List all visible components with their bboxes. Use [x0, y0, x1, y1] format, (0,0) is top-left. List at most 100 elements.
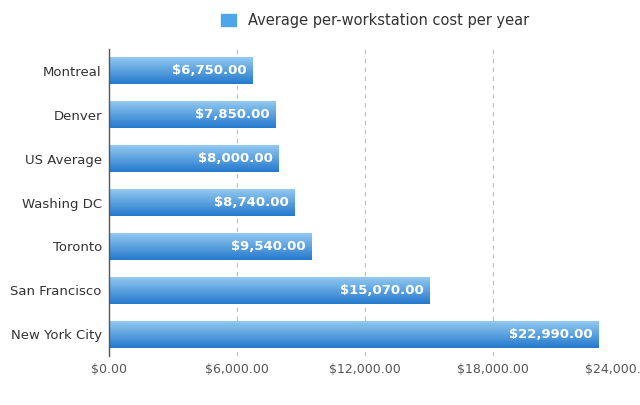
Bar [109, 123, 276, 124]
Bar [109, 290, 430, 291]
Bar [109, 63, 253, 64]
Bar [109, 288, 430, 289]
Bar [109, 279, 430, 280]
Bar [109, 104, 276, 105]
Bar [109, 117, 276, 118]
Bar [109, 66, 253, 67]
Bar [109, 68, 253, 69]
Bar [109, 107, 276, 108]
Bar [109, 171, 280, 172]
Bar [109, 280, 430, 281]
Bar [109, 201, 295, 202]
Bar [109, 323, 599, 324]
Bar [109, 331, 599, 332]
Bar [109, 200, 295, 201]
Bar [109, 196, 295, 197]
Bar [109, 106, 276, 107]
Bar [109, 334, 599, 335]
Bar [109, 293, 430, 294]
Bar [109, 198, 295, 199]
Bar [109, 118, 276, 119]
Bar [109, 326, 599, 327]
Bar [109, 293, 430, 294]
Bar [109, 164, 280, 165]
Bar [109, 342, 599, 343]
Bar [109, 75, 253, 76]
Bar [109, 111, 276, 112]
Bar [109, 65, 253, 66]
Bar [109, 147, 280, 148]
Text: $8,000.00: $8,000.00 [198, 152, 273, 165]
Bar [109, 257, 312, 258]
Bar [109, 168, 280, 169]
Bar [109, 116, 276, 117]
Bar [109, 108, 276, 109]
Bar [109, 113, 276, 114]
Bar [109, 190, 295, 191]
Bar [109, 235, 312, 236]
Bar [109, 251, 312, 252]
Bar [109, 334, 599, 335]
Bar [109, 258, 312, 259]
Bar [109, 292, 430, 293]
Bar [109, 238, 312, 239]
Bar [109, 328, 599, 329]
Bar [109, 277, 430, 278]
Bar [109, 343, 599, 344]
Bar [109, 289, 430, 290]
Text: $9,540.00: $9,540.00 [231, 240, 306, 253]
Bar [109, 211, 295, 212]
Bar [109, 325, 599, 326]
Bar [109, 151, 280, 152]
Bar [109, 237, 312, 238]
Bar [109, 106, 276, 107]
Bar [109, 82, 253, 83]
Bar [109, 247, 312, 248]
Bar [109, 340, 599, 341]
Bar [109, 57, 253, 58]
Bar [109, 244, 312, 245]
Bar [109, 281, 430, 282]
Bar [109, 101, 276, 102]
Bar [109, 167, 280, 168]
Bar [109, 254, 312, 255]
Bar [109, 341, 599, 342]
Bar [109, 150, 280, 151]
Bar [109, 337, 599, 338]
Bar [109, 214, 295, 215]
Bar [109, 241, 312, 242]
Bar [109, 110, 276, 111]
Bar [109, 152, 280, 153]
Bar [109, 125, 276, 126]
Bar [109, 195, 295, 196]
Bar [109, 209, 295, 210]
Bar [109, 300, 430, 301]
Bar [109, 327, 599, 328]
Bar [109, 212, 295, 213]
Bar [109, 81, 253, 82]
Bar [109, 64, 253, 65]
Bar [109, 72, 253, 73]
Bar [109, 296, 430, 297]
Bar [109, 243, 312, 244]
Bar [109, 122, 276, 123]
Bar [109, 288, 430, 289]
Bar [109, 296, 430, 297]
Bar [109, 166, 280, 167]
Bar [109, 285, 430, 286]
Bar [109, 239, 312, 240]
Bar [109, 71, 253, 72]
Bar [109, 121, 276, 122]
Bar [109, 80, 253, 81]
Bar [109, 121, 276, 122]
Bar [109, 322, 599, 323]
Bar [109, 236, 312, 237]
Bar [109, 332, 599, 333]
Bar [109, 346, 599, 347]
Bar [109, 102, 276, 103]
Bar [109, 335, 599, 336]
Bar [109, 321, 599, 322]
Bar [109, 200, 295, 201]
Bar [109, 163, 280, 164]
Bar [109, 68, 253, 69]
